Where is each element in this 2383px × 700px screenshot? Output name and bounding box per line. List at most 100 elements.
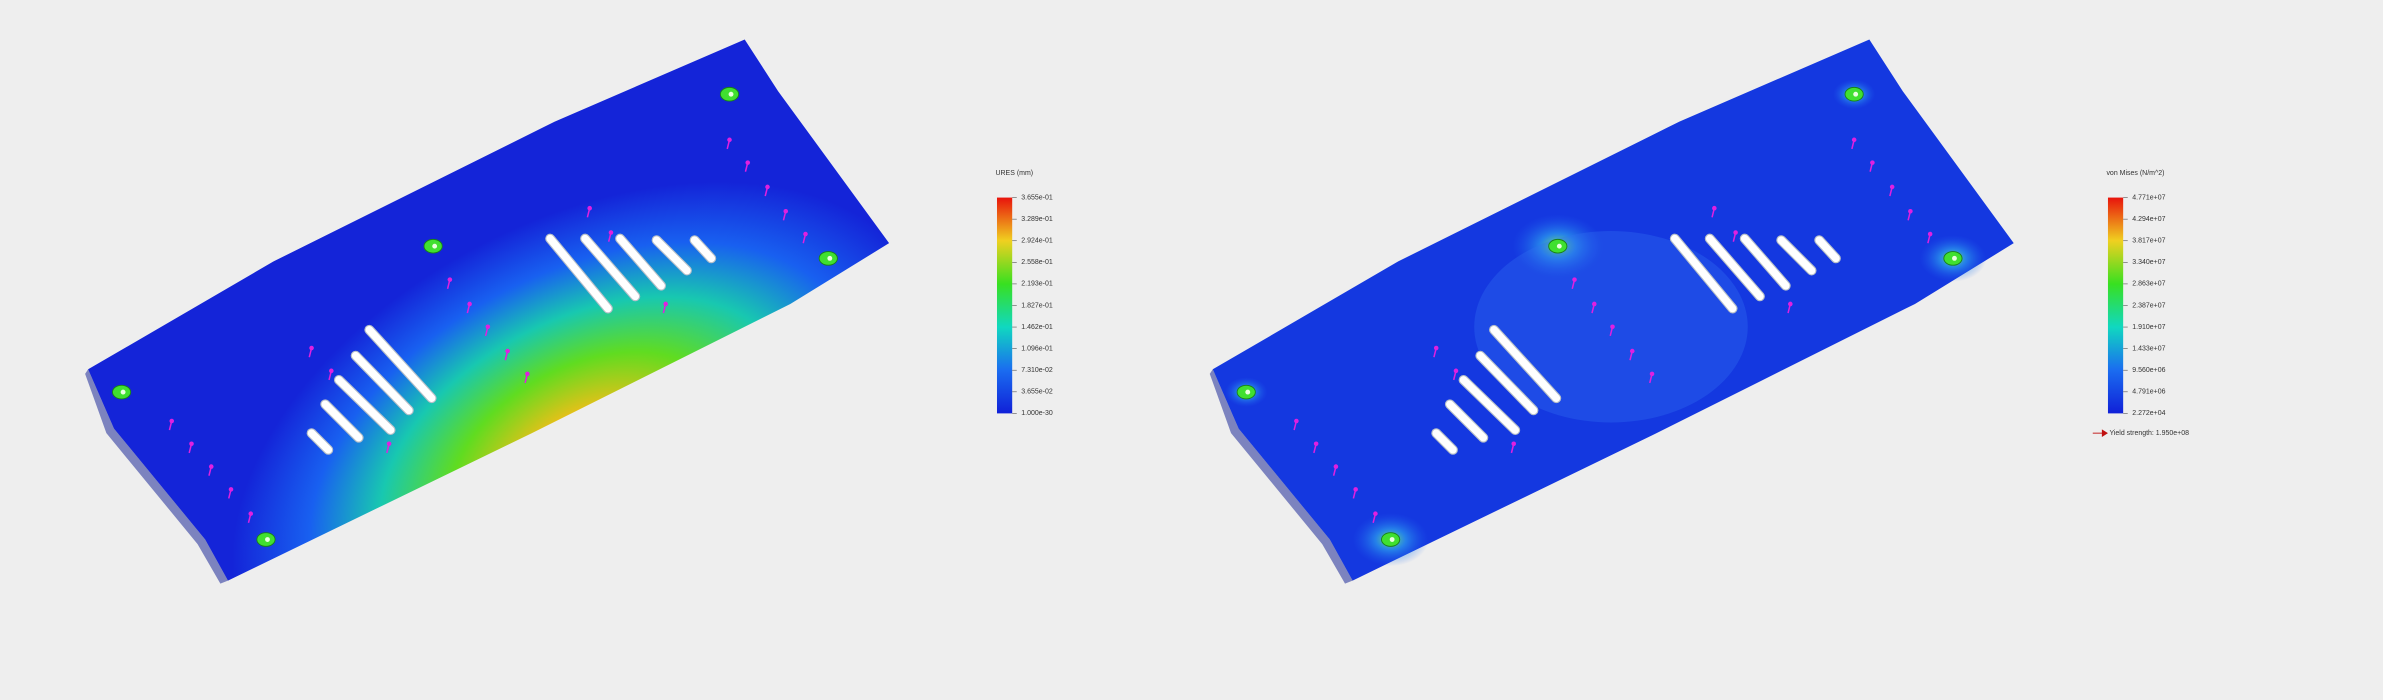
legend-label: 1.096e-01	[1021, 345, 1053, 352]
legend: von Mises (N/m^2) 4.771e+07 4.294e+07 3.817…	[2092, 170, 2189, 437]
load-arrow-head	[663, 301, 668, 307]
load-arrow-head	[329, 368, 334, 374]
legend-label: 1.827e-01	[1021, 302, 1053, 309]
plate-edge	[1209, 369, 1353, 584]
fixture-hole	[1245, 389, 1251, 395]
slot	[581, 234, 640, 301]
slot	[690, 236, 716, 263]
slot	[1815, 236, 1840, 263]
legend-label: 1.462e-01	[1021, 324, 1053, 331]
legend-label: 2.924e-01	[1021, 238, 1053, 245]
load-arrow-head	[1908, 208, 1913, 214]
load-arrow-head	[608, 230, 614, 235]
slot	[307, 429, 333, 454]
fixture-hole	[827, 255, 833, 261]
fixture-hole	[432, 243, 438, 249]
legend-title: von Mises (N/m^2)	[2106, 170, 2164, 177]
load-arrow-head	[1373, 511, 1378, 516]
load-arrow-head	[189, 441, 194, 447]
fixture-hole	[728, 91, 734, 97]
legend-label: 2.193e-01	[1021, 281, 1053, 288]
legend-label: 2.387e+07	[2132, 302, 2165, 309]
load-arrow-head	[587, 205, 592, 211]
legend-label: 2.863e+07	[2132, 281, 2165, 288]
load-arrow-head	[467, 301, 472, 307]
load-arrow-head	[1313, 441, 1319, 447]
model	[85, 39, 890, 584]
color-bar	[2107, 197, 2124, 414]
legend-label: 3.340e+07	[2132, 259, 2165, 266]
slot	[1446, 400, 1488, 442]
slot	[546, 234, 612, 313]
fixture-hole	[1952, 255, 1957, 261]
slot	[1476, 351, 1538, 415]
load-arrow-head	[208, 464, 214, 469]
load-arrow-head	[169, 418, 175, 424]
legend-label: 3.817e+07	[2132, 238, 2165, 245]
load-arrow-head	[1870, 160, 1875, 165]
legend-label: 2.272e+04	[2132, 410, 2165, 417]
load-arrow-head	[727, 137, 732, 143]
slot	[616, 234, 665, 290]
load-arrow-head	[309, 345, 314, 351]
plate	[88, 39, 890, 581]
load-arrow-head	[1353, 487, 1358, 492]
load-arrow-head	[1712, 205, 1717, 211]
legend-label: 3.655e-02	[1021, 389, 1053, 396]
legend-label: 4.771e+07	[2132, 194, 2165, 201]
fixture-hole	[1389, 537, 1395, 542]
load-arrow-head	[1591, 301, 1597, 307]
legend-label: 2.558e-01	[1021, 259, 1053, 266]
load-arrow-head	[447, 277, 453, 282]
slot	[1777, 236, 1816, 275]
legend-label: 4.294e+07	[2132, 216, 2165, 223]
load-arrow-head	[1333, 464, 1339, 469]
load-arrow-head	[783, 208, 789, 214]
load-arrow-head	[1649, 371, 1655, 377]
load-arrow-head	[386, 441, 392, 447]
load-arrow-head	[228, 487, 234, 492]
model	[1209, 39, 2014, 584]
legend-label: 9.560e+06	[2132, 367, 2165, 374]
slot	[1459, 376, 1520, 434]
slot	[1671, 234, 1737, 313]
legend-title: URES (mm)	[995, 170, 1033, 177]
slot	[652, 236, 691, 275]
slot	[365, 325, 436, 402]
fixture-hole	[1556, 243, 1562, 249]
load-arrow-head	[248, 511, 254, 516]
slot	[351, 351, 413, 415]
load-arrow-head	[1294, 418, 1299, 424]
load-arrow-head	[1629, 348, 1635, 354]
fixture-hole	[265, 537, 270, 542]
fixture-hole	[120, 389, 126, 395]
load-arrow-head	[505, 348, 510, 354]
legend-label: 4.791e+06	[2132, 389, 2165, 396]
legend: URES (mm) 3.655e-01 3.289e-01 2.924e-01 2.55…	[995, 170, 1052, 417]
color-bar	[996, 197, 1013, 414]
load-arrow-head	[765, 184, 770, 190]
legend-label: 3.289e-01	[1021, 216, 1053, 223]
load-arrow-head	[745, 160, 751, 165]
load-arrow-head	[1927, 231, 1933, 237]
fixture-hole	[1853, 91, 1859, 97]
plate-edge	[85, 369, 228, 584]
load-arrow-head	[803, 231, 808, 237]
slot	[1705, 234, 1764, 301]
yield-marker-head	[2101, 429, 2108, 437]
legend-label: 1.910e+07	[2132, 324, 2165, 331]
legend-label: 3.655e-01	[1021, 194, 1053, 201]
load-arrow-head	[1610, 324, 1615, 330]
legend-label: 1.000e-30	[1021, 410, 1053, 417]
viewport: URES (mm) 3.655e-01 3.289e-01 2.924e-01 2.55…	[85, 39, 2189, 584]
slot	[1490, 325, 1561, 402]
load-arrow-head	[1511, 441, 1517, 447]
load-arrow-head	[1788, 301, 1793, 307]
slot	[1432, 429, 1457, 454]
slot	[1740, 234, 1790, 290]
load-arrow-head	[485, 324, 491, 330]
load-arrow-head	[1851, 137, 1857, 143]
load-arrow-head	[1433, 345, 1439, 351]
